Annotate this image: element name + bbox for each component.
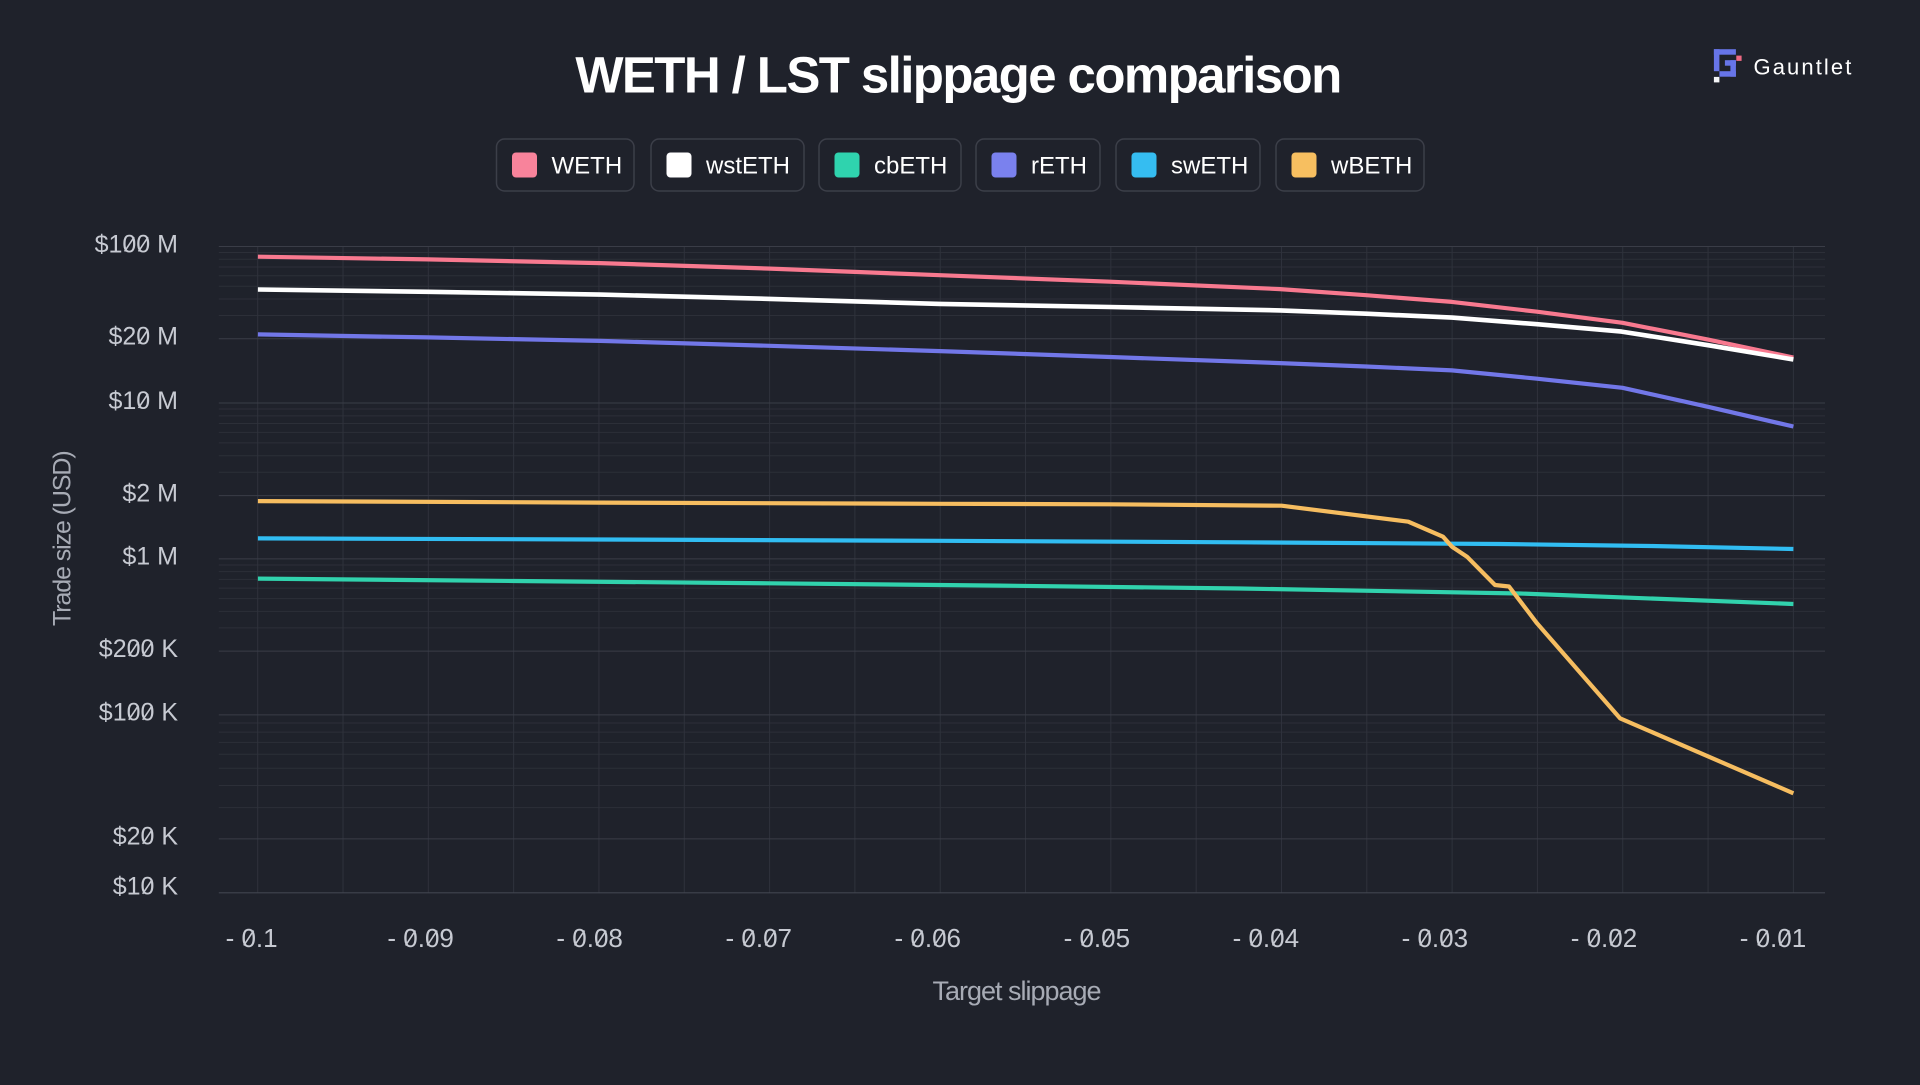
- svg-text:- 0.07: - 0.07: [726, 923, 793, 953]
- svg-text:- 0.04: - 0.04: [1233, 923, 1300, 953]
- svg-text:$1 M: $1 M: [122, 543, 178, 571]
- svg-text:$2 M: $2 M: [122, 479, 178, 507]
- svg-text:Trade size (USD): Trade size (USD): [49, 451, 77, 626]
- svg-text:- 0.1: - 0.1: [226, 923, 278, 953]
- svg-text:- 0.02: - 0.02: [1571, 923, 1638, 953]
- svg-text:wstETH: wstETH: [705, 153, 790, 180]
- svg-text:- 0.05: - 0.05: [1064, 923, 1131, 953]
- svg-text:WETH / LST slippage comparison: WETH / LST slippage comparison: [575, 47, 1340, 104]
- svg-text:rETH: rETH: [1031, 153, 1087, 180]
- svg-text:$10 K: $10 K: [113, 873, 179, 901]
- svg-text:- 0.01: - 0.01: [1740, 923, 1807, 953]
- svg-text:$100 K: $100 K: [99, 699, 179, 727]
- svg-text:- 0.08: - 0.08: [556, 923, 623, 953]
- svg-text:wBETH: wBETH: [1330, 153, 1412, 180]
- svg-text:$100 M: $100 M: [95, 230, 178, 258]
- svg-text:Gauntlet: Gauntlet: [1754, 55, 1854, 80]
- svg-text:- 0.06: - 0.06: [895, 923, 962, 953]
- svg-text:cbETH: cbETH: [874, 153, 947, 180]
- svg-text:swETH: swETH: [1171, 153, 1248, 180]
- svg-text:$200 K: $200 K: [99, 635, 179, 663]
- svg-text:- 0.09: - 0.09: [387, 923, 454, 953]
- svg-text:Target slippage: Target slippage: [932, 976, 1100, 1006]
- svg-text:WETH: WETH: [552, 153, 623, 180]
- svg-text:$20 K: $20 K: [113, 823, 179, 851]
- svg-text:- 0.03: - 0.03: [1402, 923, 1469, 953]
